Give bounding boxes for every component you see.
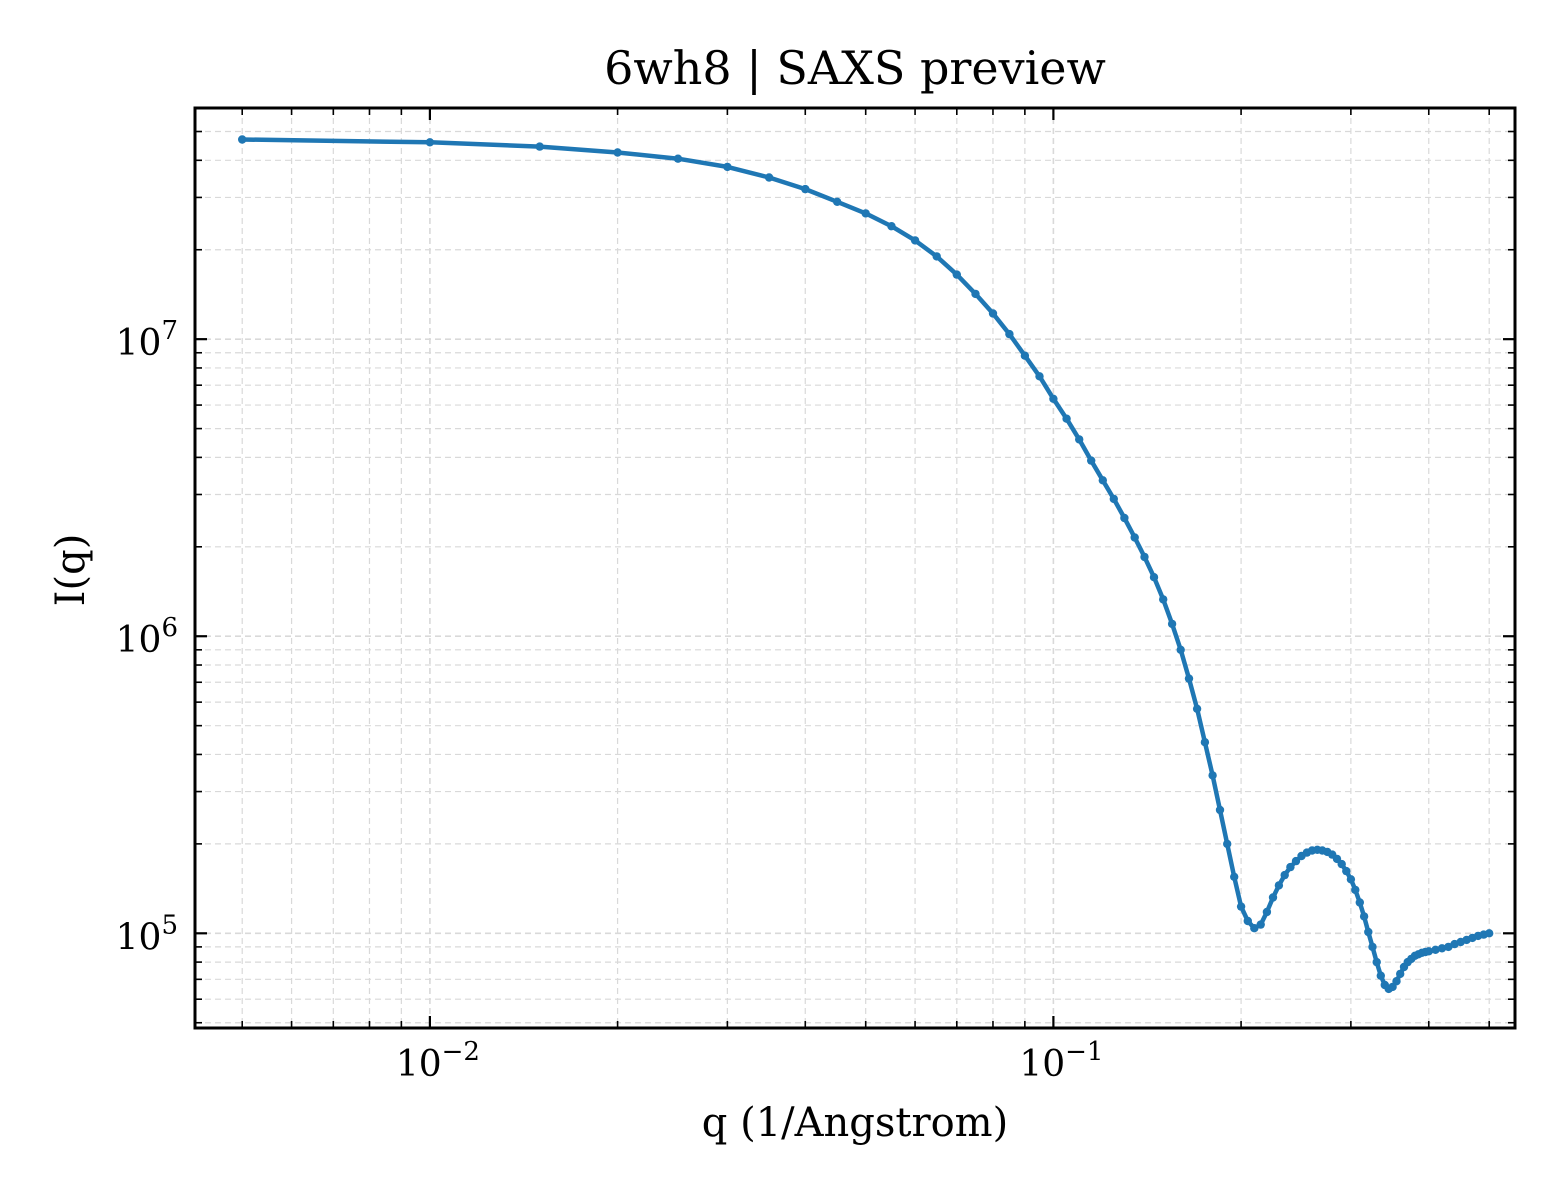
plot-frame: [193, 106, 1517, 1030]
data-point: [1200, 738, 1210, 747]
y-tick-label: 105: [116, 910, 178, 958]
data-point: [1035, 372, 1044, 381]
data-point: [932, 252, 941, 261]
data-point: [971, 289, 980, 299]
data-point: [1020, 351, 1030, 360]
data-point: [764, 173, 774, 182]
data-point: [1268, 893, 1278, 902]
data-point: [1230, 872, 1239, 881]
data-point: [723, 162, 732, 172]
y-axis-label: I(q): [48, 534, 94, 607]
data-point: [1437, 944, 1447, 953]
data-point: [1355, 898, 1365, 907]
data-point: [673, 154, 683, 163]
data-point: [1049, 394, 1058, 403]
data-point: [613, 148, 622, 157]
data-point: [1424, 947, 1434, 956]
data-point: [1396, 969, 1405, 979]
data-point: [1337, 859, 1346, 869]
data-point: [1256, 920, 1265, 929]
data-point: [1342, 866, 1351, 876]
data-point: [1274, 881, 1284, 890]
series-layer: [238, 135, 1494, 994]
data-point: [1120, 513, 1129, 523]
data-point: [1075, 435, 1084, 444]
tick-marks: [195, 107, 1515, 1028]
data-point: [1364, 927, 1373, 937]
data-point: [1149, 573, 1159, 582]
data-point: [1176, 645, 1185, 654]
chart-title: 6wh8 | SAXS preview: [604, 41, 1106, 95]
data-point: [833, 197, 842, 206]
data-point: [1346, 875, 1356, 884]
data-point: [1236, 902, 1246, 911]
x-axis-label: q (1/Angstrom): [702, 1100, 1008, 1146]
data-point: [1359, 912, 1369, 921]
data-point: [1109, 494, 1119, 504]
data-point: [1351, 885, 1360, 895]
data-point: [801, 184, 810, 194]
data-point: [1167, 619, 1177, 629]
grid: [195, 107, 1515, 1028]
data-point: [887, 222, 896, 231]
data-point: [1159, 595, 1168, 604]
data-point: [1130, 533, 1139, 542]
data-point: [1184, 674, 1194, 683]
data-point: [1376, 971, 1386, 980]
data-point: [1192, 704, 1202, 713]
data-point: [1223, 839, 1232, 849]
data-point: [238, 135, 247, 144]
data-point: [1243, 916, 1253, 926]
x-tick-label: 10−2: [396, 1037, 480, 1085]
data-point: [1262, 907, 1272, 917]
data-point: [1485, 929, 1494, 938]
data-point: [535, 142, 544, 151]
data-point: [1098, 476, 1108, 485]
data-point: [1372, 957, 1381, 967]
tick-labels: 10−2 10−1 105 106 107: [116, 316, 1104, 1085]
data-point: [1280, 870, 1289, 880]
data-point: [1087, 456, 1096, 465]
x-tick-label: 10−1: [1019, 1037, 1103, 1085]
data-point: [1286, 862, 1295, 872]
data-point: [1431, 945, 1440, 954]
data-point: [1215, 805, 1225, 815]
data-point: [1250, 924, 1259, 933]
data-point: [1392, 977, 1401, 986]
data-point: [1140, 552, 1149, 562]
data-point: [861, 209, 870, 218]
data-point: [1062, 414, 1071, 423]
y-tick-label: 107: [116, 316, 178, 364]
data-point: [988, 309, 998, 318]
data-point: [425, 138, 435, 147]
data-point: [1291, 856, 1301, 866]
y-tick-label: 106: [116, 613, 178, 661]
data-point: [1368, 942, 1377, 952]
data-point: [1005, 329, 1014, 339]
data-point: [1208, 771, 1217, 780]
data-point: [910, 236, 920, 245]
data-point: [952, 270, 961, 279]
